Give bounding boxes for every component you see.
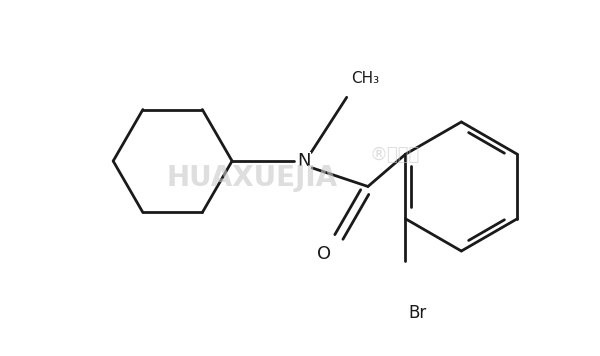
Text: N: N xyxy=(298,152,311,170)
Text: O: O xyxy=(317,245,331,263)
Text: Br: Br xyxy=(408,304,427,322)
Text: HUAXUEJIA: HUAXUEJIA xyxy=(167,164,338,192)
Text: ®化学加: ®化学加 xyxy=(370,146,420,164)
Text: CH₃: CH₃ xyxy=(351,71,379,86)
